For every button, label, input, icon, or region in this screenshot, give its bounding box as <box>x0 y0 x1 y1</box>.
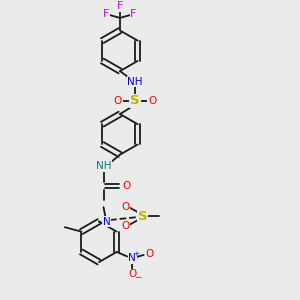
Text: O: O <box>128 269 136 279</box>
Text: N: N <box>103 217 110 226</box>
Text: −: − <box>134 273 141 282</box>
Text: O: O <box>146 249 154 259</box>
Text: F: F <box>103 9 110 19</box>
Text: +: + <box>134 251 140 257</box>
Text: NH: NH <box>96 161 111 171</box>
Text: F: F <box>130 9 137 19</box>
Text: O: O <box>114 96 122 106</box>
Text: O: O <box>148 96 156 106</box>
Text: O: O <box>121 202 130 212</box>
Text: O: O <box>121 221 130 231</box>
Text: S: S <box>138 210 147 223</box>
Text: S: S <box>130 94 140 107</box>
Text: F: F <box>117 1 123 11</box>
Text: O: O <box>122 181 130 191</box>
Text: NH: NH <box>127 76 143 86</box>
Text: N: N <box>128 253 136 263</box>
